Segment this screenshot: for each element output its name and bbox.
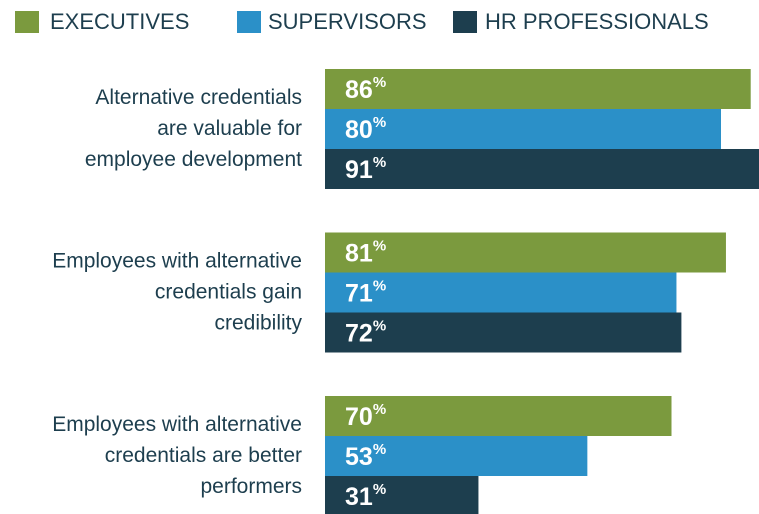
category-label: Alternative credentials are valuable for e… [85,86,302,171]
value-label: 72% [345,317,386,347]
category-label: Employees with alternative credentials ar… [52,413,302,498]
legend-label: HR PROFESSIONALS [485,9,709,34]
value-label: 81% [345,237,386,267]
bar [325,436,588,476]
value-label: 71% [345,277,386,307]
value-label: 70% [345,401,386,431]
legend-swatch [237,11,261,33]
value-label: 91% [345,154,386,184]
legend-label: EXECUTIVES [50,9,189,34]
bar [325,149,759,189]
legend-swatch [453,11,477,33]
bar [325,476,479,514]
bar [325,69,751,109]
bar [325,272,677,313]
value-label: 53% [345,441,386,471]
legend-label: SUPERVISORS [268,9,427,34]
bar [325,312,682,353]
bar [325,232,726,273]
bar [325,109,721,149]
category-label: Employees with alternative credentials ga… [52,249,302,334]
value-label: 80% [345,114,386,144]
value-label: 31% [345,481,386,511]
legend-swatch [15,11,39,33]
bar [325,396,672,436]
value-label: 86% [345,74,386,104]
